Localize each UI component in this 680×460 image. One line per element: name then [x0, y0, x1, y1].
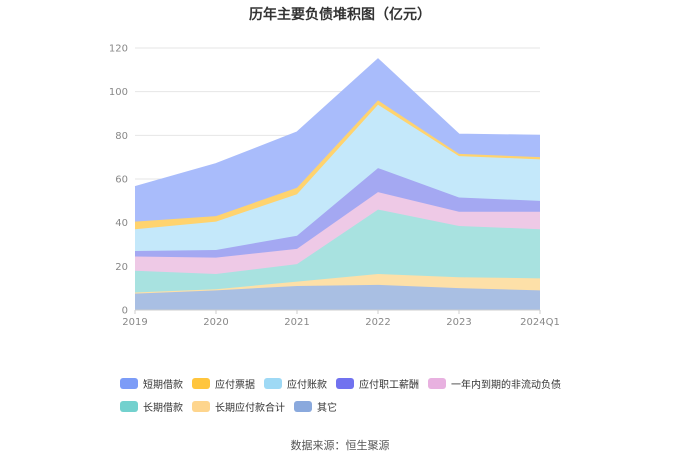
x-tick-label: 2023 [446, 317, 471, 328]
y-tick-label: 0 [122, 306, 128, 317]
legend-item[interactable]: 长期借款 [120, 399, 183, 414]
legend: 短期借款 应付票据 应付账款 应付职工薪酬 一年内到期的非流动负债长期借款 长期应付款合计… [120, 376, 580, 422]
legend-label: 短期借款 [143, 380, 183, 391]
area-7 [135, 58, 540, 222]
legend-swatch [294, 401, 312, 412]
x-tick-label: 2021 [284, 317, 309, 328]
area-5 [135, 104, 540, 252]
legend-item[interactable]: 其它 [294, 399, 337, 414]
x-tick-label: 2022 [365, 317, 390, 328]
chart-title: 历年主要负债堆积图（亿元） [249, 7, 431, 23]
legend-label: 应付账款 [287, 380, 327, 391]
y-tick-label: 20 [115, 262, 128, 273]
legend-label: 应付票据 [215, 380, 255, 391]
legend-swatch [192, 378, 210, 389]
legend-row: 长期借款 长期应付款合计 其它 [120, 399, 580, 422]
area-1 [135, 273, 540, 294]
area-0 [135, 284, 540, 310]
area-3 [135, 192, 540, 274]
legend-row: 短期借款 应付票据 应付账款 应付职工薪酬 一年内到期的非流动负债 [120, 376, 580, 399]
legend-label: 长期应付款合计 [215, 403, 285, 414]
legend-label: 一年内到期的非流动负债 [451, 380, 561, 391]
y-tick-label: 100 [109, 87, 128, 98]
legend-swatch [120, 401, 138, 412]
legend-item[interactable]: 短期借款 [120, 376, 183, 391]
legend-swatch [336, 378, 354, 389]
legend-label: 应付职工薪酬 [359, 380, 419, 391]
y-tick-label: 60 [115, 175, 128, 186]
legend-item[interactable]: 应付职工薪酬 [336, 376, 419, 391]
data-source-note: 数据来源：恒生聚源 [290, 439, 390, 452]
legend-label: 长期借款 [143, 403, 183, 414]
legend-item[interactable]: 长期应付款合计 [192, 399, 285, 414]
legend-item[interactable]: 一年内到期的非流动负债 [428, 376, 561, 391]
legend-item[interactable]: 应付账款 [264, 376, 327, 391]
y-tick-label: 80 [115, 131, 128, 142]
legend-swatch [264, 378, 282, 389]
y-tick-label: 40 [115, 218, 128, 229]
x-tick-label: 2019 [122, 317, 147, 328]
stacked-area-chart: 0 20 40 60 80 100 120 2019 2020 2021 2022 2023 2024Q… [109, 44, 560, 329]
legend-item[interactable]: 应付票据 [192, 376, 255, 391]
x-tick-label: 2020 [203, 317, 228, 328]
legend-swatch [428, 378, 446, 389]
area-edge-7 [134, 58, 541, 188]
legend-swatch [192, 401, 210, 412]
y-tick-label: 120 [109, 44, 128, 55]
legend-label: 其它 [317, 403, 337, 414]
legend-swatch [120, 378, 138, 389]
x-tick-label: 2024Q1 [520, 317, 560, 328]
